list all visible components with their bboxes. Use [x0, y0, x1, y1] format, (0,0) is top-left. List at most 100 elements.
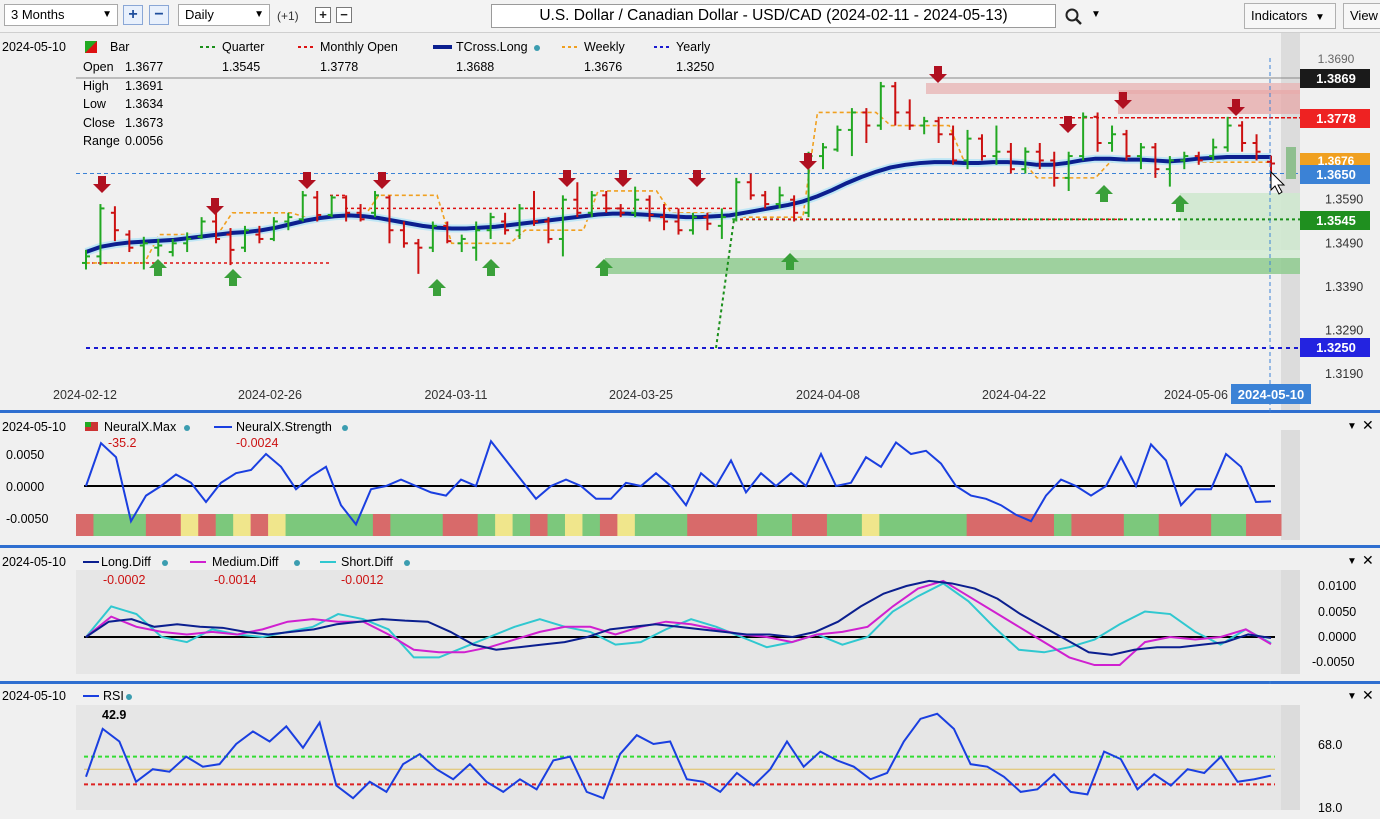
neural-max-segment	[826, 514, 845, 536]
rsi-axis-label: 68.0	[1318, 738, 1342, 752]
toolbar: 3 Months ▼ + − Daily ▼ (+1) + − U.S. Dol…	[0, 0, 1380, 33]
price-bar	[775, 186, 784, 209]
pane-divider[interactable]	[0, 681, 1380, 684]
settings-dot-icon[interactable]	[404, 560, 410, 566]
price-bar	[1223, 116, 1232, 152]
price-bar	[1165, 156, 1174, 187]
settings-dot-icon[interactable]	[534, 45, 540, 51]
search-icon[interactable]	[1064, 7, 1084, 25]
long-diff-line	[85, 579, 1272, 656]
neural-max-segment	[145, 514, 164, 536]
price-bar	[876, 81, 885, 130]
zoom-in-button[interactable]: +	[123, 5, 143, 25]
price-bar	[1093, 112, 1102, 152]
price-bar	[920, 116, 929, 135]
interval-select[interactable]: Daily ▼	[178, 4, 270, 26]
price-bar	[139, 236, 148, 270]
neural-max-segment	[1211, 514, 1230, 536]
pane-menu-chevron-icon[interactable]: ▼	[1347, 691, 1357, 702]
settings-dot-icon[interactable]	[184, 425, 190, 431]
price-bar	[1006, 142, 1015, 174]
price-bar	[645, 195, 654, 222]
neural-max-segment	[495, 514, 514, 536]
legend-open-value: 1.3677	[125, 60, 163, 74]
interval-select-value: Daily	[185, 7, 214, 22]
neural-axis-label: -0.0050	[6, 512, 48, 526]
settings-dot-icon[interactable]	[294, 560, 300, 566]
offset-plus-button[interactable]: +	[315, 7, 331, 23]
price-tag-top-text: 1.3869	[1316, 71, 1356, 86]
pane-divider[interactable]	[0, 545, 1380, 548]
neural-max-segment	[669, 514, 688, 536]
chart-svg[interactable]: 1.3590 1.3490 1.3390 1.3290 1.3190 1.3690 1.…	[0, 33, 1380, 816]
close-icon[interactable]: ✕	[1362, 417, 1374, 433]
buy-arrow-icon	[149, 259, 167, 276]
price-bar	[501, 212, 510, 235]
neural-max-segment	[617, 514, 636, 536]
close-icon[interactable]: ✕	[1362, 552, 1374, 568]
legend-tcross-label: TCross.Long	[456, 40, 528, 54]
buy-arrow-icon	[482, 259, 500, 276]
symbol-title-field[interactable]: U.S. Dollar / Canadian Dollar - USD/CAD …	[491, 4, 1056, 28]
neural-max-segment	[774, 514, 793, 536]
price-bar	[819, 142, 828, 170]
indicators-button[interactable]: Indicators ▼	[1244, 3, 1336, 29]
price-axis-label: 1.3490	[1325, 236, 1363, 250]
neural-max-segment	[861, 514, 880, 536]
price-bar	[602, 190, 611, 213]
price-bar	[934, 116, 943, 143]
price-bar	[428, 221, 437, 253]
sell-arrow-icon	[298, 172, 316, 189]
neural-max-segment	[425, 514, 444, 536]
neural-max-segment	[564, 514, 583, 536]
price-bar	[949, 125, 958, 165]
view-button[interactable]: View	[1343, 3, 1380, 29]
neural-max-segment	[931, 514, 950, 536]
price-bar	[847, 108, 856, 157]
range-select-value: 3 Months	[11, 7, 65, 22]
pane-menu-chevron-icon[interactable]: ▼	[1347, 556, 1357, 567]
price-bar	[616, 204, 625, 218]
legend-yearly-value: 1.3250	[676, 60, 714, 74]
neural-max-segment	[1158, 514, 1177, 536]
close-icon[interactable]: ✕	[1362, 687, 1374, 703]
price-bar	[660, 204, 669, 231]
zoom-out-button[interactable]: −	[149, 5, 169, 25]
sell-arrow-icon	[206, 198, 224, 215]
price-bar	[1108, 125, 1117, 152]
neural-date: 2024-05-10	[2, 420, 66, 434]
price-bar	[443, 221, 452, 244]
diff-axis-label: 0.0000	[1318, 630, 1356, 644]
current-date-tag: 2024-05-10	[1231, 384, 1311, 404]
pane-divider[interactable]	[0, 410, 1380, 413]
support-zone-upper	[1180, 193, 1300, 250]
price-bar	[255, 225, 264, 244]
price-bar	[717, 208, 726, 239]
settings-dot-icon[interactable]	[126, 694, 132, 700]
settings-dot-icon[interactable]	[162, 560, 168, 566]
chart-area[interactable]: 1.3590 1.3490 1.3390 1.3290 1.3190 1.3690 1.…	[0, 33, 1380, 819]
rsi-axis: 68.0 18.0	[1318, 738, 1342, 815]
range-select[interactable]: 3 Months ▼	[4, 4, 118, 26]
price-bar	[313, 190, 322, 222]
price-tag-current-text: 1.3650	[1316, 167, 1356, 182]
search-menu-chevron-icon[interactable]: ▼	[1091, 9, 1101, 20]
price-bar	[573, 182, 582, 218]
price-bar	[154, 238, 163, 257]
price-axis-label: 1.3190	[1325, 367, 1363, 381]
price-bar	[399, 221, 408, 248]
pane-menu-chevron-icon[interactable]: ▼	[1347, 421, 1357, 432]
price-bar	[371, 190, 380, 218]
rsi-value: 42.9	[102, 708, 126, 722]
offset-minus-button[interactable]: −	[336, 7, 352, 23]
settings-dot-icon[interactable]	[342, 425, 348, 431]
price-bar	[963, 129, 972, 170]
neural-max-segment	[477, 514, 496, 536]
legend-close-value: 1.3673	[125, 116, 163, 130]
neural-axis: 0.0050 0.0000 -0.0050	[6, 448, 48, 526]
price-bar	[1180, 151, 1189, 170]
neural-max-segment	[879, 514, 898, 536]
legend-low-label: Low	[83, 97, 107, 111]
neural-strength-line	[85, 439, 1272, 527]
neural-max-segment	[949, 514, 968, 536]
